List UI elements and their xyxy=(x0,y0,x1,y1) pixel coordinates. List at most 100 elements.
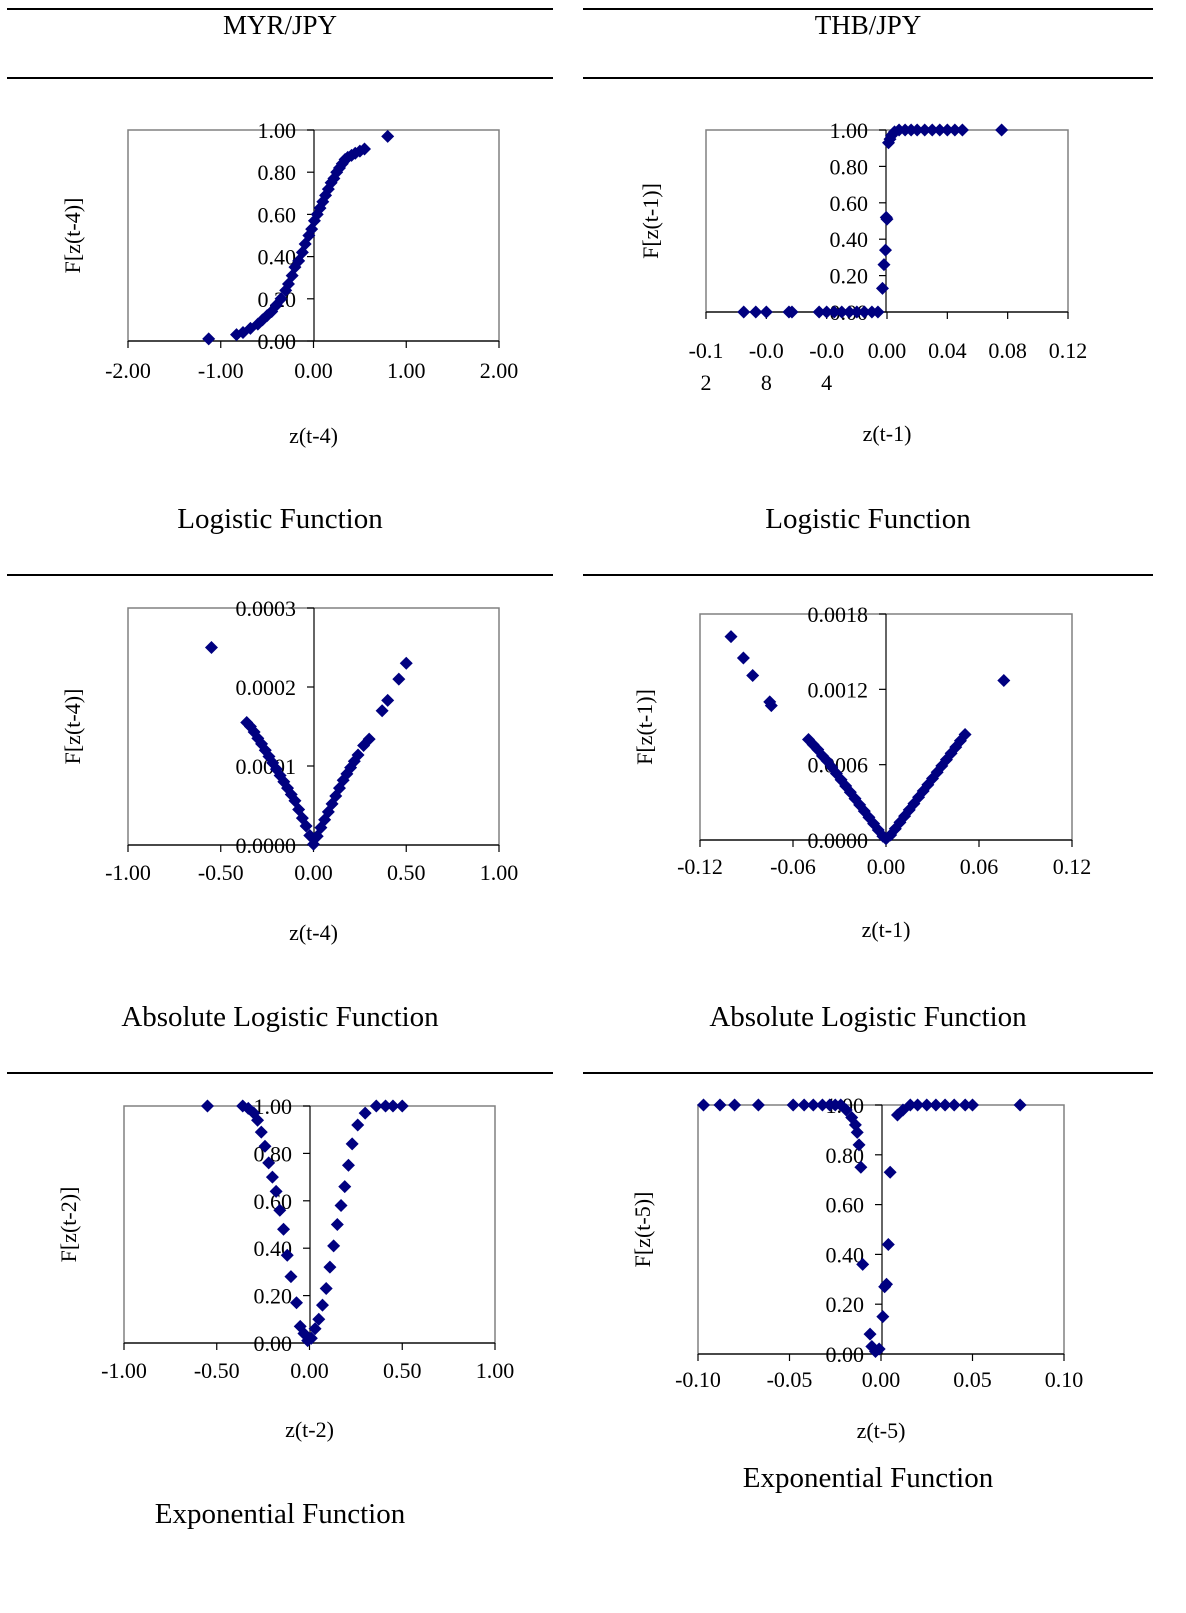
data-point xyxy=(916,784,930,798)
data-point xyxy=(966,1098,979,1112)
data-point xyxy=(295,811,309,825)
data-point xyxy=(746,669,760,683)
data-point xyxy=(749,305,763,319)
x-tick-label-line: 0.10 xyxy=(1045,1367,1084,1392)
x-tick-label: 2.00 xyxy=(480,358,519,383)
x-tick-label-line: -0.0 xyxy=(749,338,784,363)
x-tick-label-line: 0.12 xyxy=(1053,854,1092,879)
x-axis-label: z(t-2) xyxy=(285,1417,334,1442)
x-tick-label-line: 0.00 xyxy=(867,854,906,879)
y-tick-label: 0.60 xyxy=(830,191,869,216)
data-point xyxy=(358,1106,372,1120)
y-tick-label: 1.00 xyxy=(830,118,869,143)
x-tick-label: 0.00 xyxy=(862,1367,901,1392)
x-tick-label-line: -1.00 xyxy=(101,1358,147,1383)
y-tick-label: 0.0000 xyxy=(236,833,297,858)
y-tick-label: 1.00 xyxy=(254,1094,293,1119)
data-point xyxy=(375,704,389,718)
x-tick-label: 0.10 xyxy=(1045,1367,1084,1392)
x-tick-label: -0.0 4 xyxy=(809,338,844,395)
x-tick-label: 0.08 xyxy=(988,338,1027,363)
x-tick-label: 0.00 xyxy=(867,854,906,879)
chart-svg: -0.12 -0.06 0.00 0.06 0.120.00000.00060.0012… xyxy=(632,602,1092,942)
data-point xyxy=(724,630,738,644)
data-point xyxy=(341,1158,355,1172)
caption-abs-logistic-right: Absolute Logistic Function xyxy=(709,1001,1027,1033)
data-point xyxy=(825,760,839,774)
x-tick-label-line: -1.00 xyxy=(198,358,244,383)
row2-rule-left xyxy=(7,1072,553,1074)
data-point xyxy=(850,305,864,319)
x-tick-label: 0.12 xyxy=(1049,338,1088,363)
y-tick-label: 0.80 xyxy=(258,160,297,185)
chart-svg: -0.10 -0.05 0.00 0.05 0.100.000.200.400.600.… xyxy=(630,1093,1084,1443)
data-point xyxy=(284,1270,298,1284)
data-point xyxy=(883,1165,897,1179)
left-column-title: MYR/JPY xyxy=(222,10,338,40)
data-point xyxy=(911,1098,925,1112)
data-point xyxy=(304,1331,318,1345)
data-point xyxy=(939,753,953,767)
data-point xyxy=(953,734,967,748)
data-point xyxy=(1013,1098,1027,1112)
x-tick-label: -0.0 8 xyxy=(749,338,784,395)
data-point xyxy=(728,1098,742,1112)
x-tick-label-line: 0.50 xyxy=(387,860,426,885)
data-point xyxy=(258,1139,272,1153)
data-point xyxy=(318,813,332,827)
x-tick-label-line: -0.1 xyxy=(689,338,724,363)
x-tick-label-line: 1.00 xyxy=(476,1358,515,1383)
data-point xyxy=(737,305,751,319)
data-point xyxy=(308,1322,322,1336)
x-tick-label-line: 0.06 xyxy=(960,854,999,879)
data-point xyxy=(262,1156,276,1170)
data-point xyxy=(759,305,773,319)
x-tick-label-line: 2.00 xyxy=(480,358,519,383)
data-point xyxy=(918,123,932,137)
data-point xyxy=(835,305,849,319)
x-tick-label-line: 0.50 xyxy=(383,1358,422,1383)
data-point xyxy=(303,829,317,843)
data-point xyxy=(327,1239,341,1253)
chart-panel-myr-logistic: -2.00-1.000.001.002.000.000.200.400.600.… xyxy=(0,80,560,480)
x-tick-label-line: 0.04 xyxy=(928,338,967,363)
x-tick-label: 0.50 xyxy=(387,860,426,885)
data-point xyxy=(279,283,293,297)
x-tick-label: 0.06 xyxy=(960,854,999,879)
y-tick-label: 0.60 xyxy=(258,202,297,227)
data-point xyxy=(323,1260,337,1274)
x-tick-label: 0.50 xyxy=(383,1358,422,1383)
x-tick-label: -0.50 xyxy=(198,860,244,885)
data-point xyxy=(696,1098,710,1112)
x-tick-label: -1.00 xyxy=(198,358,244,383)
data-point xyxy=(881,1237,895,1251)
data-point xyxy=(202,332,216,346)
data-point xyxy=(797,1098,811,1112)
x-tick-label-line: 0.08 xyxy=(988,338,1027,363)
data-point xyxy=(269,1184,283,1198)
x-tick-label-line: 4 xyxy=(821,370,832,395)
data-point xyxy=(958,728,972,742)
y-axis-label: F[z(t-1)] xyxy=(638,183,663,259)
caption-abs-logistic-left: Absolute Logistic Function xyxy=(121,1001,439,1033)
x-tick-label-line: -1.00 xyxy=(105,860,151,885)
data-point xyxy=(863,1327,877,1341)
y-axis-label: F[z(t-4)] xyxy=(60,689,85,765)
x-tick-label-line: 0.00 xyxy=(290,1358,329,1383)
data-point xyxy=(850,1125,864,1139)
data-point xyxy=(381,693,395,707)
data-point xyxy=(251,1113,265,1127)
data-point xyxy=(293,1319,307,1333)
data-point xyxy=(885,128,899,142)
data-point xyxy=(940,123,954,137)
data-point xyxy=(230,328,244,342)
data-point xyxy=(938,1098,952,1112)
chart-panel-myr-exponential: -1.00 -0.50 0.00 0.50 1.00 0.00 0.20 0.40 0.60 0.… xyxy=(0,1078,560,1478)
data-point xyxy=(764,699,778,713)
data-point xyxy=(381,129,395,143)
data-point xyxy=(884,828,898,842)
data-point xyxy=(806,738,820,752)
chart-svg: -0.12-0.08-0.040.000.040.080.120.000.200… xyxy=(638,118,1088,446)
data-point xyxy=(273,1203,287,1217)
chart-svg: -1.00 -0.50 0.00 0.50 1.000.000.200.400.600.… xyxy=(56,1094,515,1442)
